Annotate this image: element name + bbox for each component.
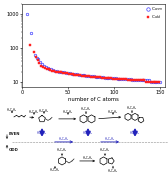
Legend: C$_{even}$, C$_{odd}$: C$_{even}$, C$_{odd}$ [146,5,164,22]
Text: H$_2$C$_3$H$_3$: H$_2$C$_3$H$_3$ [104,135,116,143]
Text: H$_2$C$_3$H$_3$: H$_2$C$_3$H$_3$ [28,108,40,116]
X-axis label: number of C atoms: number of C atoms [68,97,119,102]
Text: H$_2$C$_3$H$_3$: H$_2$C$_3$H$_3$ [129,129,141,137]
Text: H$_2$C$_3$H$_3$: H$_2$C$_3$H$_3$ [82,129,94,137]
Text: H$_2$C$_3$H$_3$: H$_2$C$_3$H$_3$ [80,105,92,113]
Text: H$_2$C$_3$H$_3$: H$_2$C$_3$H$_3$ [107,108,119,116]
Text: H$_2$C$_3$H$_3$: H$_2$C$_3$H$_3$ [62,108,74,116]
Text: EVEN: EVEN [9,132,20,136]
Text: H$_2$C$_3$H$_3$: H$_2$C$_3$H$_3$ [6,106,18,114]
Text: H$_2$C$_3$H$_3$: H$_2$C$_3$H$_3$ [56,146,68,154]
Text: H$_2$C$_3$H$_3$: H$_2$C$_3$H$_3$ [38,107,50,115]
Text: H$_2$C$_3$H$_3$: H$_2$C$_3$H$_3$ [58,135,70,143]
Text: H$_2$C$_3$H$_3$: H$_2$C$_3$H$_3$ [99,146,111,154]
Text: H$_2$C$_3$H$_3$: H$_2$C$_3$H$_3$ [107,167,119,175]
Text: ODD: ODD [9,148,19,152]
Text: H$_2$C$_3$H$_3$: H$_2$C$_3$H$_3$ [82,154,93,162]
Text: H$_2$C$_3$H$_3$: H$_2$C$_3$H$_3$ [126,104,138,112]
Text: H$_2$C$_3$H$_3$: H$_2$C$_3$H$_3$ [36,129,48,137]
Text: H$_2$C$_3$H$_3$: H$_2$C$_3$H$_3$ [49,166,61,174]
